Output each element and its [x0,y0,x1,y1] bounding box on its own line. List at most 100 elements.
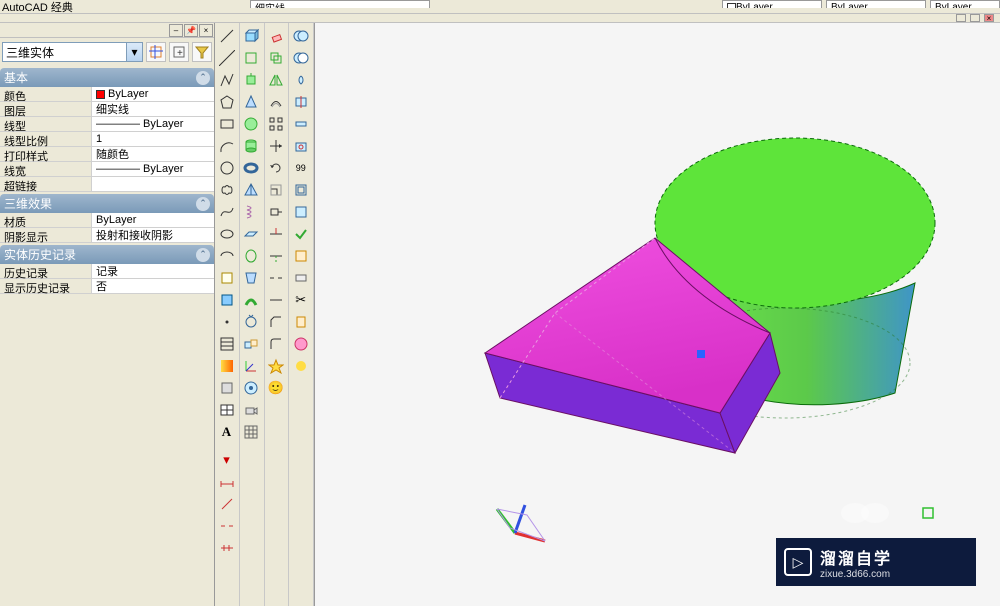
pyramid-icon[interactable] [240,179,263,201]
cylinder-icon[interactable] [240,135,263,157]
color-dropdown[interactable]: ByLayer [722,0,822,8]
block-icon[interactable] [215,289,238,311]
planar-icon[interactable] [240,223,263,245]
move-icon[interactable] [265,135,288,157]
sphere-icon[interactable] [240,113,263,135]
cut-icon[interactable]: ✂ [289,289,312,311]
linetype-dropdown-2[interactable]: ByLayer [826,0,926,8]
xline-icon[interactable] [215,47,238,69]
region-icon[interactable] [215,377,238,399]
prop-row-shadow[interactable]: 阴影显示 投射和接收阴影 [0,228,214,243]
subtract-icon[interactable] [289,47,312,69]
extend-icon[interactable] [265,245,288,267]
prop-row-lineweight[interactable]: 线宽 ———— ByLayer [0,162,214,177]
erase-icon[interactable] [265,25,288,47]
panel-close-icon[interactable]: × [199,24,213,37]
helix-icon[interactable] [240,201,263,223]
panel-pin-icon[interactable]: 📌 [184,24,198,37]
extrude-icon[interactable] [240,69,263,91]
prop-row-hyperlink[interactable]: 超链接 [0,177,214,192]
rotate-icon[interactable] [265,157,288,179]
close-icon[interactable]: × [984,14,994,22]
prop-row-ltscale[interactable]: 线型比例 1 [0,132,214,147]
layer-tool-icon[interactable] [230,0,246,8]
prop-row-layer[interactable]: 图层 细实线 [0,102,214,117]
table-icon[interactable] [215,399,238,421]
lineweight-dropdown[interactable]: ByLayer [930,0,1000,8]
dim-continue-icon[interactable] [215,537,238,559]
section-basic-header[interactable]: 基本 ⌃ [0,68,214,87]
point-icon[interactable] [215,311,238,333]
separate-sep-icon[interactable]: 99 [289,157,312,179]
ucs-icon[interactable] [240,355,263,377]
shell-icon[interactable] [289,179,312,201]
camera-icon[interactable] [240,399,263,421]
union-icon[interactable] [289,25,312,47]
rectangle-icon[interactable] [215,113,238,135]
minimize-icon[interactable] [956,14,966,22]
scale-icon[interactable] [265,179,288,201]
material-icon[interactable] [289,333,312,355]
filter-button[interactable] [192,42,212,62]
cone-icon[interactable] [240,91,263,113]
dim-split-icon[interactable] [215,515,238,537]
sweep-icon[interactable] [240,289,263,311]
view-icon[interactable] [240,377,263,399]
stretch-icon[interactable] [265,201,288,223]
render-icon[interactable] [289,355,312,377]
section-3deffects-header[interactable]: 三维效果 ⌃ [0,194,214,213]
slice-icon[interactable] [289,91,312,113]
imprint-icon[interactable] [289,135,312,157]
prop-row-history[interactable]: 历史记录 记录 [0,264,214,279]
explode-icon[interactable] [265,355,288,377]
revolve-icon[interactable] [240,245,263,267]
line-icon[interactable] [215,25,238,47]
intersect-icon[interactable] [289,69,312,91]
clean-icon[interactable] [289,201,312,223]
section-icon[interactable] [289,245,312,267]
3dalign-icon[interactable] [240,333,263,355]
mirror-icon[interactable] [265,69,288,91]
gradient-icon[interactable] [215,355,238,377]
loft-icon[interactable] [240,267,263,289]
paste-icon[interactable] [289,311,312,333]
box3d-icon[interactable] [240,25,263,47]
thicken-icon[interactable] [289,113,312,135]
ellipsearc-icon[interactable] [215,245,238,267]
join-icon[interactable] [265,289,288,311]
restore-icon[interactable] [970,14,980,22]
hatch-icon[interactable] [215,333,238,355]
polysolid-icon[interactable] [240,47,263,69]
ellipse-icon[interactable] [215,223,238,245]
dimstyle-icon[interactable]: ▾ [215,449,238,471]
insert-icon[interactable] [215,267,238,289]
model-viewport[interactable]: ▷ 溜溜自学 zixue.3d66.com [315,23,1000,606]
3drotate-icon[interactable] [240,311,263,333]
spline-icon[interactable] [215,201,238,223]
copy-icon[interactable] [265,47,288,69]
polygon-icon[interactable] [215,91,238,113]
linetype-dropdown[interactable]: 细实线 [250,0,430,8]
grid-icon[interactable] [240,421,263,443]
dim-aligned-icon[interactable] [215,493,238,515]
trim-icon[interactable] [265,223,288,245]
break-icon[interactable] [265,267,288,289]
selection-grip[interactable] [697,350,705,358]
prop-row-showhistory[interactable]: 显示历史记录 否 [0,279,214,294]
object-type-dropdown[interactable]: 三维实体 ▾ [2,42,143,62]
prop-row-plotstyle[interactable]: 打印样式 随颜色 [0,147,214,162]
polyline-icon[interactable] [215,69,238,91]
panel-min-icon[interactable]: ‒ [169,24,183,37]
prop-row-color[interactable]: 颜色 ByLayer [0,87,214,102]
section-history-header[interactable]: 实体历史记录 ⌃ [0,245,214,264]
quick-select-button[interactable] [146,42,166,62]
array-icon[interactable] [265,113,288,135]
check-icon[interactable] [289,223,312,245]
text-icon[interactable]: A [215,421,238,443]
pickadd-button[interactable]: + [169,42,189,62]
chamfer-icon[interactable] [265,311,288,333]
circle-icon[interactable] [215,157,238,179]
dim-linear-icon[interactable] [215,471,238,493]
prop-row-linetype[interactable]: 线型 ———— ByLayer [0,117,214,132]
torus-icon[interactable] [240,157,263,179]
